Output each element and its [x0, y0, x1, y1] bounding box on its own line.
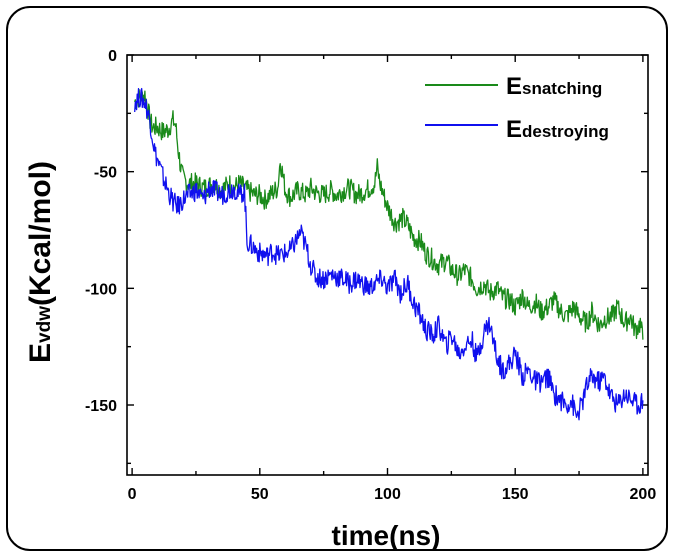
legend-label-destroying: Edestroying [506, 116, 609, 143]
x-tick-label: 150 [502, 486, 529, 503]
x-axis-label: time(ns) [332, 520, 441, 551]
legend: Esnatching Edestroying [425, 73, 609, 143]
y-tick-label: -100 [85, 281, 117, 298]
legend-label-destroying-main: E [506, 116, 522, 143]
x-tick-label: 0 [128, 486, 137, 503]
x-tick-label: 100 [374, 486, 401, 503]
legend-label-snatching: Esnatching [506, 73, 602, 100]
y-tick-label: -150 [85, 398, 117, 415]
y-tick-label: 0 [108, 48, 117, 65]
y-axis-label-sub: vdw [34, 306, 55, 343]
x-tick-label: 200 [630, 486, 657, 503]
series-line-destroying [134, 87, 644, 421]
legend-label-destroying-sub: destroying [522, 122, 609, 141]
y-tick-label: -50 [94, 165, 117, 182]
chart-frame [6, 6, 668, 551]
tick-labels: 0 50 100 150 200 0 -50 -100 -150 [85, 48, 656, 503]
legend-label-snatching-main: E [506, 73, 522, 100]
series-layer [134, 87, 644, 421]
axes [126, 54, 649, 476]
y-axis-label: Evdw(Kcal/mol) [24, 161, 57, 363]
y-axis-label-rest: (Kcal/mol) [24, 161, 57, 306]
y-axis-label-main: E [24, 343, 57, 363]
x-tick-label: 50 [251, 486, 269, 503]
legend-label-snatching-sub: snatching [522, 79, 602, 98]
plot-area-border [126, 54, 649, 476]
